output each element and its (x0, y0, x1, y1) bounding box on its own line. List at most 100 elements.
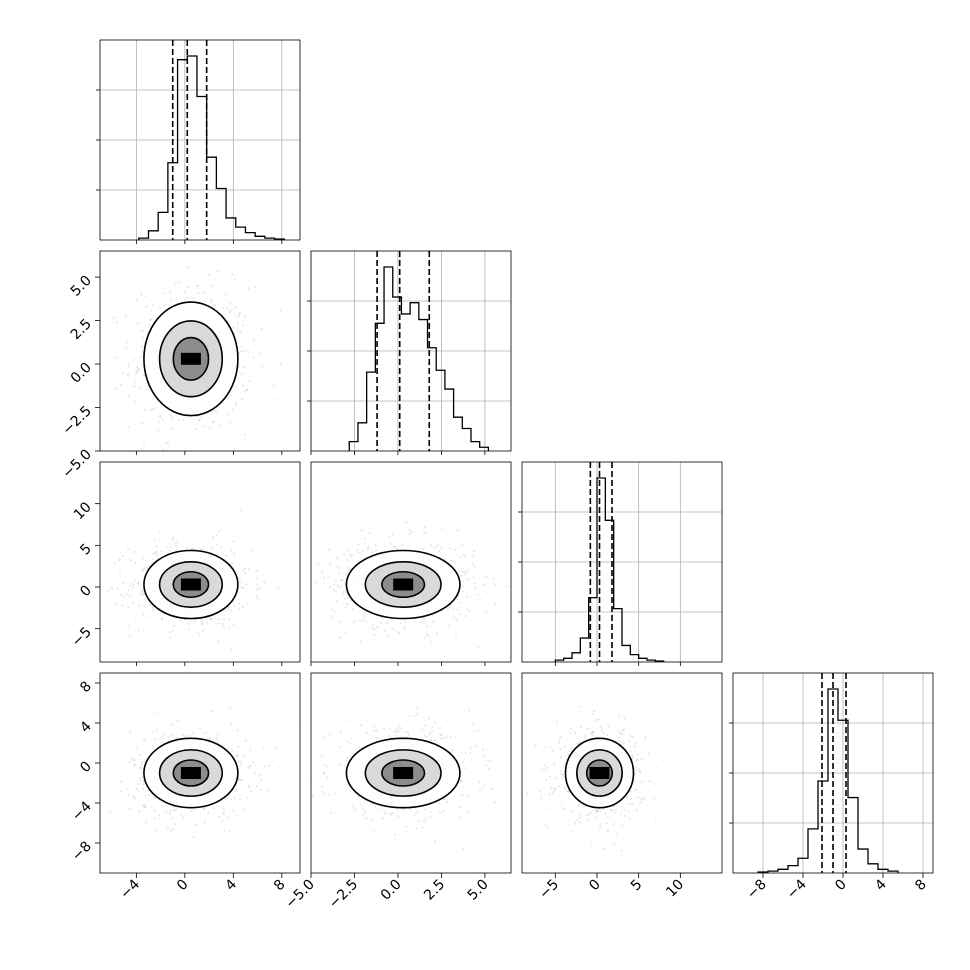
sample-point (422, 547, 425, 550)
sample-point (605, 821, 608, 825)
sample-point (175, 545, 178, 548)
sample-point (423, 526, 427, 529)
density-peak (589, 767, 610, 779)
sample-point (212, 304, 215, 307)
sample-point (596, 808, 599, 811)
sample-point (259, 788, 262, 791)
sample-point (389, 727, 392, 730)
sample-point (350, 736, 353, 739)
sample-point (393, 545, 397, 548)
sample-point (423, 734, 426, 738)
sample-point (238, 760, 241, 763)
sample-point (263, 581, 266, 584)
sample-point (161, 448, 164, 451)
sample-point (493, 602, 497, 605)
sample-point (375, 730, 379, 733)
sample-point (610, 808, 613, 811)
sample-point (214, 736, 218, 739)
sample-point (231, 562, 234, 565)
sample-point (165, 811, 168, 814)
sample-point (238, 798, 242, 801)
sample-point (241, 372, 244, 376)
sample-point (443, 558, 446, 561)
sample-point (434, 739, 437, 742)
sample-point (629, 749, 632, 753)
sample-point (426, 634, 430, 637)
sample-point (460, 555, 463, 558)
sample-point (372, 803, 375, 806)
sample-point (216, 270, 219, 273)
x-tick-label: −2.5 (326, 877, 361, 912)
sample-point (129, 585, 132, 588)
sample-point (133, 797, 136, 800)
sample-point (130, 757, 133, 760)
sample-point (567, 790, 570, 793)
sample-point (154, 538, 157, 541)
sample-point (478, 780, 481, 784)
sample-point (211, 547, 214, 550)
sample-point (630, 754, 633, 757)
sample-point (442, 810, 445, 813)
sample-point (228, 627, 231, 630)
sample-point (155, 711, 159, 714)
sample-point (159, 307, 162, 310)
sample-point (212, 420, 216, 423)
sample-point (181, 418, 185, 421)
sample-point (218, 816, 221, 819)
sample-point (246, 796, 249, 799)
sample-point (464, 554, 467, 558)
sample-point (466, 607, 469, 610)
sample-point (592, 730, 595, 733)
sample-point (222, 813, 225, 816)
sample-point (143, 805, 146, 808)
sample-point (177, 419, 180, 422)
sample-point (249, 789, 253, 792)
sample-point (337, 566, 340, 569)
sample-point (116, 587, 119, 590)
sample-point (424, 724, 427, 727)
panel-frame (521, 672, 723, 874)
sample-point (174, 808, 178, 811)
sample-point (635, 788, 638, 791)
sample-point (328, 586, 332, 589)
sample-point (225, 798, 228, 801)
sample-point (438, 549, 441, 553)
sample-point (196, 291, 200, 295)
y-tick-label: −5 (69, 624, 95, 650)
sample-point (403, 620, 407, 623)
y-tick-label: 0.0 (68, 360, 95, 387)
sample-point (201, 548, 204, 551)
hist-panel-3 (729, 672, 934, 874)
sample-point (228, 830, 231, 833)
sample-point (602, 847, 606, 850)
sample-point (202, 731, 206, 735)
sample-point (147, 793, 150, 797)
sample-point (628, 740, 631, 743)
sample-point (215, 534, 218, 537)
sample-point (422, 531, 426, 534)
sample-point (565, 790, 568, 793)
sample-point (143, 794, 146, 797)
sample-point (174, 542, 177, 546)
sample-point (593, 710, 596, 713)
sample-point (132, 764, 136, 767)
sample-point (174, 282, 177, 285)
sample-point (478, 788, 481, 791)
sample-point (477, 729, 480, 732)
sample-point (406, 730, 410, 734)
sample-point (200, 416, 203, 419)
sample-point (604, 812, 607, 815)
sample-point (460, 570, 464, 573)
panel-frame (732, 672, 934, 874)
sample-point (591, 713, 595, 716)
panel-frame (521, 461, 723, 663)
x-tick-label: 4 (223, 876, 241, 894)
panel-content (107, 509, 280, 651)
sample-point (473, 550, 476, 553)
sample-point (137, 368, 140, 371)
sample-point (606, 816, 609, 819)
sample-point (420, 728, 424, 731)
sample-point (357, 543, 360, 547)
sample-point (323, 736, 326, 739)
sample-point (244, 739, 247, 743)
